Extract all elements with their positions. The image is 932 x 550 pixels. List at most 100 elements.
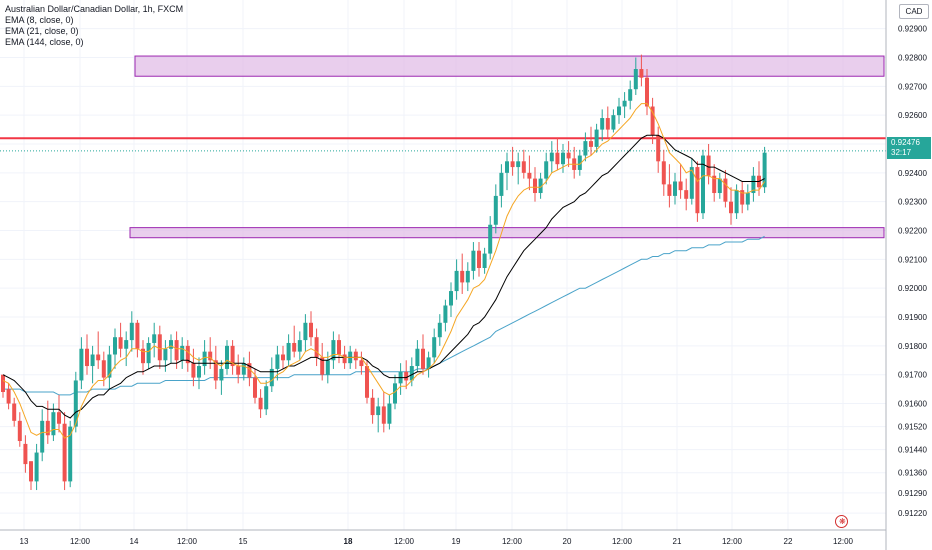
candle bbox=[297, 331, 302, 361]
candle-body bbox=[566, 152, 571, 159]
candle bbox=[695, 161, 700, 222]
candle bbox=[415, 340, 420, 372]
candle-body bbox=[684, 190, 689, 199]
candle-body bbox=[510, 161, 515, 168]
candle-body bbox=[729, 201, 733, 214]
candle bbox=[96, 331, 101, 369]
ema-144-line bbox=[3, 235, 765, 396]
candle-body bbox=[404, 371, 409, 381]
candle-body bbox=[628, 89, 633, 101]
candle-body bbox=[673, 181, 677, 196]
candle bbox=[230, 340, 235, 375]
price-tick-label: 0.92900 bbox=[898, 25, 927, 34]
candle-body bbox=[521, 161, 526, 173]
candle-body bbox=[314, 337, 319, 358]
candle-body bbox=[253, 377, 257, 398]
time-tick-label: 21 bbox=[673, 537, 682, 546]
time-tick-label: 12:00 bbox=[502, 537, 523, 546]
candle-body bbox=[292, 342, 297, 352]
candle bbox=[141, 340, 145, 375]
candle-body bbox=[516, 161, 521, 168]
candle bbox=[673, 172, 677, 205]
candle-body bbox=[309, 322, 313, 338]
candle bbox=[292, 325, 297, 358]
canada-flag-icon[interactable]: ❋ bbox=[835, 515, 848, 528]
candle bbox=[370, 389, 375, 424]
support-resistance-zones[interactable] bbox=[129, 55, 885, 239]
candle bbox=[113, 328, 117, 369]
legend-ema-21[interactable]: EMA (21, close, 0) bbox=[5, 26, 79, 36]
candle bbox=[6, 383, 11, 410]
candle bbox=[79, 337, 84, 390]
candle bbox=[68, 420, 73, 488]
candle-body bbox=[387, 403, 392, 424]
candle bbox=[516, 152, 521, 185]
legend-ema-8[interactable]: EMA (8, close, 0) bbox=[5, 15, 74, 25]
candle-body bbox=[454, 270, 459, 292]
candle bbox=[645, 69, 649, 116]
candle-body bbox=[264, 386, 269, 410]
price-tick-label: 0.91700 bbox=[898, 371, 927, 380]
candle-body bbox=[57, 412, 61, 424]
candle-body bbox=[107, 354, 112, 378]
candle bbox=[505, 152, 509, 191]
legend-ema-144[interactable]: EMA (144, close, 0) bbox=[5, 37, 84, 47]
zone-rectangle bbox=[129, 227, 885, 239]
candle bbox=[684, 178, 689, 211]
candle-body bbox=[645, 77, 649, 107]
horizontal-lines[interactable] bbox=[0, 137, 886, 152]
candle-body bbox=[460, 270, 465, 283]
candle-body bbox=[96, 354, 101, 361]
time-tick-label: 14 bbox=[130, 537, 139, 546]
candle bbox=[29, 461, 33, 491]
candle-body bbox=[34, 452, 39, 482]
candle-body bbox=[247, 363, 252, 378]
candle bbox=[701, 149, 705, 219]
candle-body bbox=[62, 423, 67, 482]
ema-21-line bbox=[2, 134, 765, 419]
candle-body bbox=[342, 354, 347, 364]
candle-body bbox=[12, 403, 17, 421]
candle-body bbox=[141, 348, 145, 364]
candle bbox=[34, 443, 39, 491]
candle bbox=[320, 342, 325, 381]
candle-body bbox=[701, 155, 705, 214]
candle-body bbox=[219, 368, 224, 381]
chart-title[interactable]: Australian Dollar/Canadian Dollar, 1h, F… bbox=[5, 4, 184, 14]
candle-body bbox=[544, 161, 549, 179]
candle-body bbox=[656, 135, 661, 162]
candle-body bbox=[73, 380, 78, 427]
candle bbox=[197, 357, 201, 390]
candle-body bbox=[118, 337, 123, 349]
candle bbox=[426, 351, 431, 378]
candle-body bbox=[241, 363, 246, 375]
candle bbox=[101, 351, 106, 387]
candle bbox=[477, 242, 481, 277]
candle bbox=[286, 334, 291, 367]
candle bbox=[717, 172, 722, 199]
candle bbox=[241, 357, 246, 381]
candle bbox=[460, 253, 465, 294]
currency-label[interactable]: CAD bbox=[899, 4, 929, 19]
candle bbox=[521, 149, 526, 179]
candle-body bbox=[762, 152, 767, 188]
candle bbox=[409, 357, 414, 387]
candle-body bbox=[79, 348, 84, 381]
candle-body bbox=[555, 152, 560, 165]
candle-body bbox=[6, 389, 11, 404]
candle-body bbox=[113, 337, 117, 355]
candle-body bbox=[583, 141, 588, 156]
candle-body bbox=[197, 366, 201, 378]
candle bbox=[482, 247, 487, 274]
candle bbox=[331, 331, 336, 369]
candle bbox=[85, 334, 89, 375]
chart-legend: Australian Dollar/Canadian Dollar, 1h, F… bbox=[5, 4, 183, 48]
candle bbox=[213, 345, 218, 390]
candle-body bbox=[717, 178, 722, 194]
candle-body bbox=[740, 190, 745, 205]
zone-rectangle bbox=[134, 55, 885, 77]
chart-grid bbox=[0, 0, 886, 530]
candle-body bbox=[745, 193, 750, 205]
